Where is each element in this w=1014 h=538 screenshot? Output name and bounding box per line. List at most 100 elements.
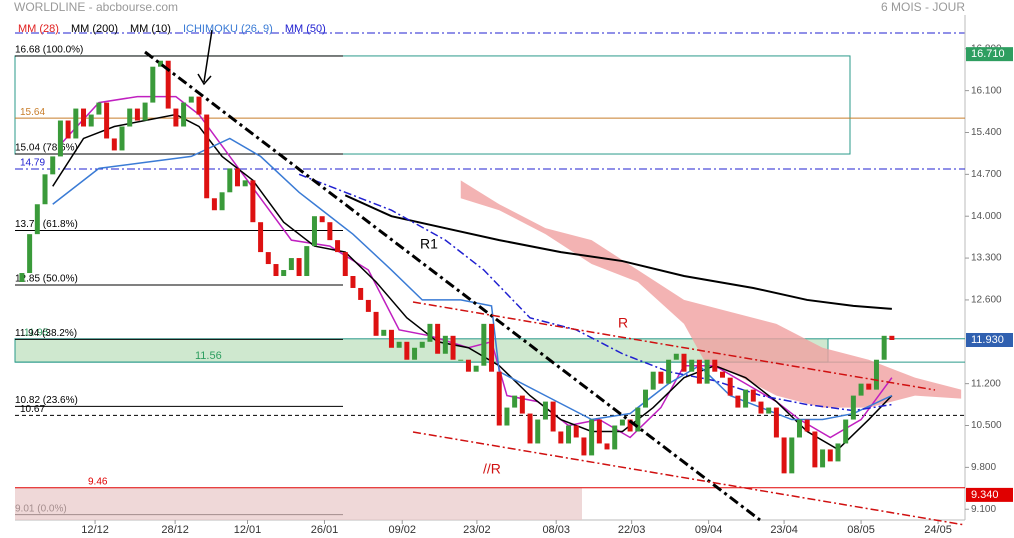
y-tick-label: 9.100	[971, 504, 996, 515]
candle	[435, 323, 441, 354]
candle	[820, 449, 826, 468]
candle	[158, 60, 164, 67]
candle	[373, 311, 379, 336]
legend-entry: MM (50)	[285, 23, 326, 35]
candle	[27, 234, 33, 274]
candle	[196, 96, 202, 115]
candle	[458, 359, 464, 361]
candle	[804, 419, 810, 432]
candle	[465, 359, 471, 372]
candle	[489, 323, 495, 372]
candle	[127, 108, 133, 127]
candle	[181, 102, 187, 127]
level-label: 14.79	[20, 158, 45, 169]
trendline-r1	[144, 50, 761, 522]
candle	[473, 365, 479, 372]
candle	[281, 270, 287, 277]
x-tick-label: 26/01	[311, 524, 339, 536]
candle	[111, 138, 117, 151]
candle	[42, 174, 48, 205]
candle	[19, 273, 25, 282]
candle	[689, 359, 695, 372]
candle	[481, 323, 487, 366]
candle	[211, 198, 217, 211]
candle	[719, 371, 725, 378]
candle	[581, 437, 587, 456]
level-label: 9.46	[88, 476, 108, 487]
candle	[504, 407, 510, 426]
zone-label: 11.56	[195, 350, 222, 362]
arrow	[197, 29, 213, 86]
x-tick-label: 09/04	[695, 524, 723, 536]
annotation: R	[618, 315, 628, 331]
candle	[535, 419, 541, 444]
x-tick-label: 28/12	[161, 524, 189, 536]
candle	[673, 353, 679, 360]
candle	[273, 264, 279, 277]
zone-label: 11.95	[24, 327, 49, 338]
candle	[550, 401, 556, 432]
candle	[404, 341, 410, 360]
candle	[388, 329, 394, 348]
candle	[843, 419, 849, 444]
candle	[858, 383, 864, 396]
candle	[250, 180, 256, 223]
ichimoku-cloud	[460, 180, 962, 408]
candle	[658, 371, 664, 384]
candle	[866, 383, 872, 390]
candle	[311, 216, 317, 247]
annotation: R1	[420, 236, 438, 252]
chart-subtitle: 6 MOIS - JOUR	[881, 0, 965, 14]
annotation: //R	[483, 461, 501, 477]
candle	[265, 252, 271, 265]
candle	[204, 114, 210, 199]
y-tick-label: 14.000	[971, 211, 1002, 222]
indicator-line	[298, 173, 892, 412]
candle	[227, 168, 233, 193]
candle	[766, 407, 772, 414]
fib-label: 15.04 (78.6%)	[15, 143, 78, 154]
candle	[781, 437, 787, 474]
legend-entry: MM (10)	[130, 23, 171, 35]
trendline-rr	[412, 431, 966, 526]
level-label: 10.67	[20, 404, 45, 415]
chart-title: WORLDLINE - abcbourse.com	[14, 0, 178, 14]
candle	[573, 425, 579, 438]
candle	[650, 371, 656, 390]
candle	[219, 192, 225, 211]
candle	[596, 419, 602, 444]
price-tag	[966, 332, 1013, 347]
candle	[727, 377, 733, 396]
candle	[242, 180, 248, 187]
fib-label: 10.82 (23.6%)	[15, 395, 78, 406]
candle	[519, 395, 525, 414]
candle	[450, 335, 456, 360]
candle	[57, 120, 63, 157]
candle	[327, 222, 333, 241]
level-box	[15, 487, 582, 520]
y-tick-label: 11.200	[971, 378, 1001, 389]
candle	[789, 437, 795, 474]
candle	[150, 66, 156, 103]
candle	[73, 108, 79, 139]
candle	[712, 359, 718, 372]
candle	[288, 258, 294, 271]
candle	[881, 335, 887, 360]
candle	[773, 407, 779, 438]
candle	[643, 389, 649, 408]
candle	[619, 419, 625, 426]
y-tick-label: 16.100	[971, 85, 1002, 96]
indicator-line	[344, 194, 892, 310]
y-tick-label: 10.500	[971, 420, 1002, 431]
fib-label: 13.76 (61.8%)	[15, 219, 78, 230]
candle	[735, 395, 741, 408]
candle	[527, 413, 533, 444]
candle	[142, 102, 148, 121]
candle	[566, 425, 572, 444]
candle	[342, 252, 348, 277]
price-tag-label: 16.710	[971, 48, 1005, 60]
candle	[258, 222, 264, 253]
price-tag	[966, 487, 1013, 502]
candle	[873, 359, 879, 390]
